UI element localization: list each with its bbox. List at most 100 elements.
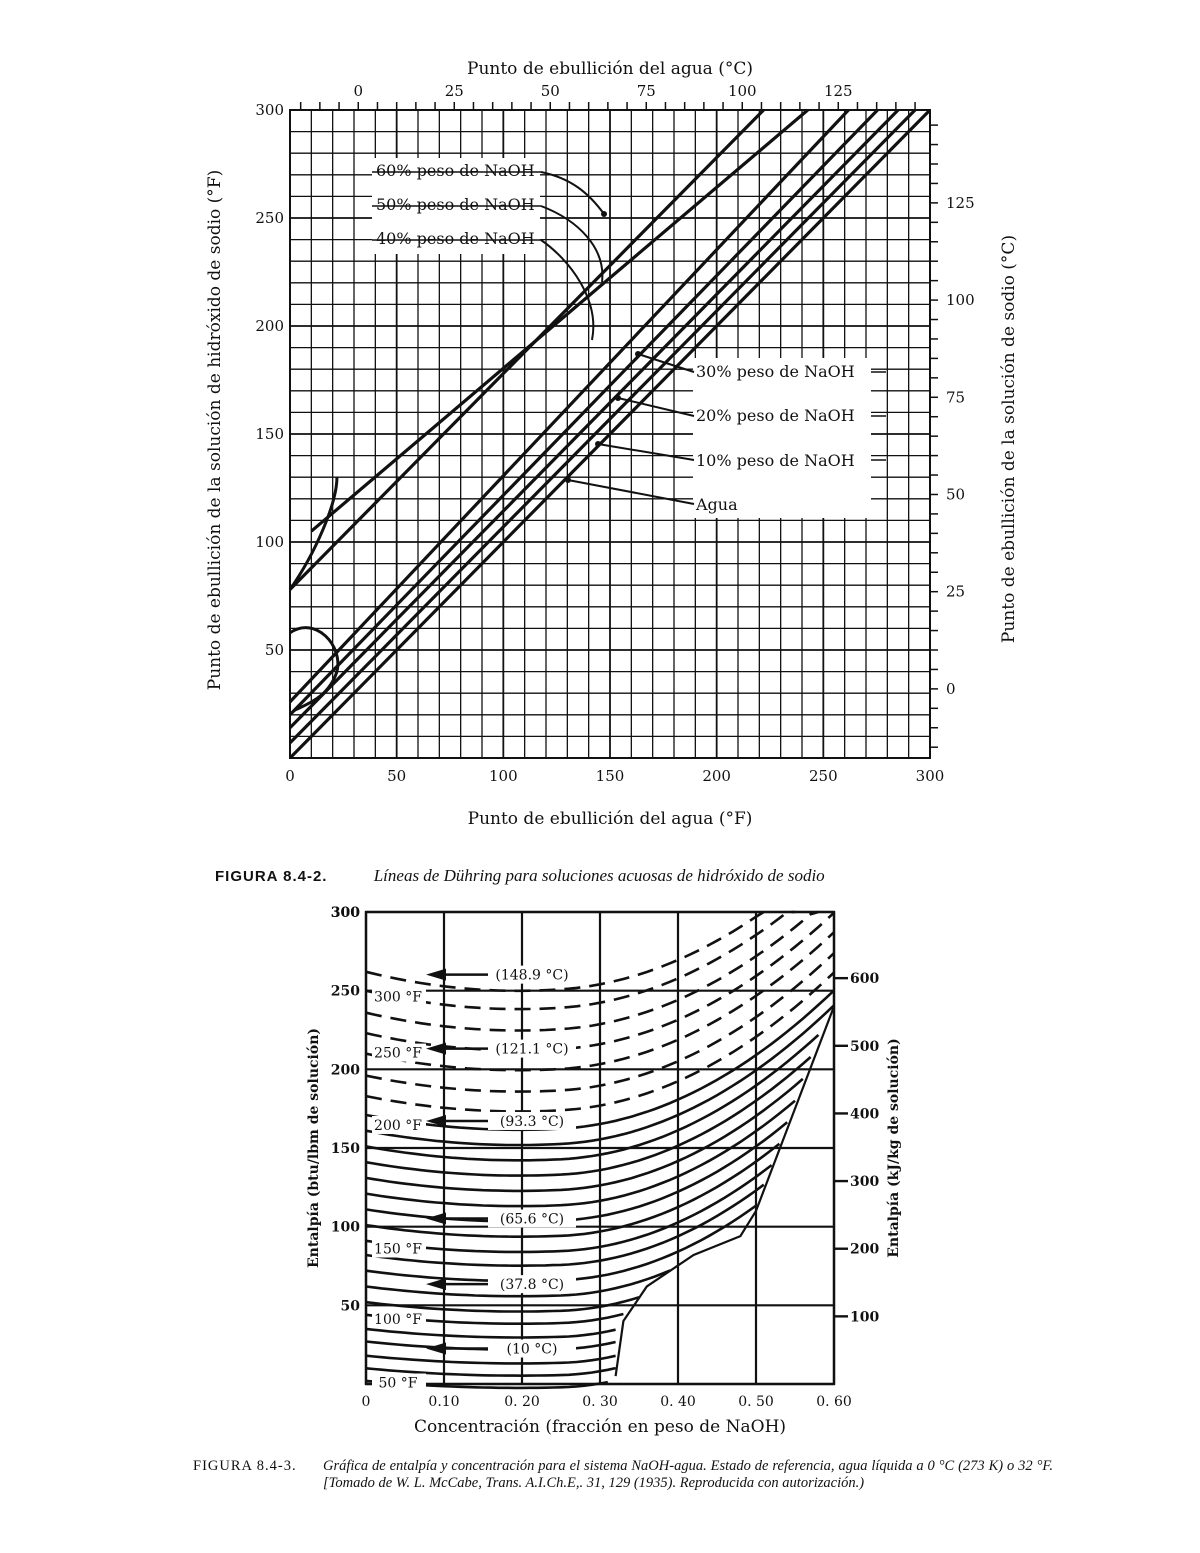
enthalpy-isotherm-C-label: (65.6 °C) bbox=[500, 1211, 564, 1227]
duhring-leader-line bbox=[540, 205, 604, 283]
enthalpy-isotherm-F-label: 100 °F bbox=[374, 1312, 422, 1328]
enthalpy-isotherm-solid bbox=[365, 1366, 616, 1378]
enthalpy-label-arrowhead bbox=[426, 1278, 446, 1291]
enthalpy-isotherm-solid bbox=[365, 1142, 781, 1238]
enthalpy-right-tick-label: 100 bbox=[850, 1309, 879, 1325]
enthalpy-isotherm-F-label: 250 °F bbox=[374, 1046, 422, 1062]
duhring-line-agua bbox=[288, 108, 932, 760]
duhring-leader-arrow bbox=[565, 477, 571, 483]
enthalpy-y-tick-label: 100 bbox=[331, 1220, 360, 1236]
enthalpy-y-tick-label: 200 bbox=[331, 1062, 360, 1078]
enthalpy-label-arrowhead bbox=[426, 1042, 446, 1055]
duhring-series-label: 40% peso de NaOH bbox=[376, 229, 535, 248]
duhring-series-label: Agua bbox=[695, 495, 738, 514]
enthalpy-isotherm-F-label: 200 °F bbox=[374, 1118, 422, 1134]
duhring-right-tick-label: 125 bbox=[946, 194, 975, 212]
duhring-series-label: 50% peso de NaOH bbox=[376, 195, 535, 214]
enthalpy-isotherm-solid bbox=[365, 1056, 812, 1177]
duhring-top-tick-label: 100 bbox=[728, 82, 757, 100]
enthalpy-x-tick-label: 0. 20 bbox=[504, 1394, 540, 1410]
enthalpy-isotherm-F-label: 300 °F bbox=[374, 990, 422, 1006]
enthalpy-label-arrowhead bbox=[426, 968, 446, 981]
enthalpy-right-tick-label: 500 bbox=[850, 1039, 879, 1055]
enthalpy-chart: 100 200 300 400 500 600 300 °F (148.9 °C) 250 °F… bbox=[306, 905, 902, 1437]
duhring-series-label: 30% peso de NaOH bbox=[696, 362, 855, 381]
enthalpy-isotherm-solid bbox=[365, 1327, 616, 1339]
duhring-x-tick-label: 50 bbox=[387, 767, 406, 785]
enthalpy-label-bg bbox=[372, 1373, 426, 1392]
enthalpy-frame bbox=[364, 910, 836, 1386]
duhring-y-tick-label: 100 bbox=[255, 533, 284, 551]
duhring-line-50pct bbox=[310, 108, 809, 533]
duhring-leader-line bbox=[567, 479, 695, 505]
enthalpy-right-tick-label: 600 bbox=[850, 971, 879, 987]
enthalpy-isotherm-solid bbox=[365, 1296, 640, 1313]
enthalpy-x-tick-label: 0.10 bbox=[428, 1394, 459, 1410]
figure-8-4-2-label: FIGURA 8.4-2. bbox=[215, 868, 328, 885]
enthalpy-label-bg bbox=[372, 1043, 426, 1062]
enthalpy-x-tick-label: 0. 60 bbox=[816, 1394, 852, 1410]
enthalpy-label-bg bbox=[488, 1209, 576, 1228]
figure-8-4-2-text: Líneas de Dühring para soluciones acuosa… bbox=[373, 866, 825, 885]
duhring-line-50pct-curve bbox=[288, 477, 339, 591]
duhring-leader-line bbox=[540, 239, 595, 341]
duhring-x-tick-label: 250 bbox=[809, 767, 838, 785]
enthalpy-y-tick-label: 300 bbox=[331, 905, 360, 921]
figure-8-4-3-label: FIGURA 8.4-3. bbox=[193, 1458, 297, 1474]
enthalpy-label-arrowhead bbox=[426, 1342, 446, 1355]
enthalpy-label-bg bbox=[488, 1111, 576, 1130]
duhring-series-label: 60% peso de NaOH bbox=[376, 161, 535, 180]
enthalpy-x-tick-label: 0. 50 bbox=[738, 1394, 774, 1410]
enthalpy-x-tick-label: 0. 40 bbox=[660, 1394, 696, 1410]
duhring-y-tick-label: 250 bbox=[255, 209, 284, 227]
duhring-x-tick-label: 300 bbox=[916, 767, 945, 785]
duhring-top-tick-label: 125 bbox=[824, 82, 853, 100]
enthalpy-label-bg bbox=[488, 1275, 576, 1294]
duhring-x-tick-label: 0 bbox=[285, 767, 295, 785]
duhring-leader-line bbox=[597, 443, 695, 461]
enthalpy-isotherm-C-label: (93.3 °C) bbox=[500, 1114, 564, 1130]
enthalpy-right-tick-label: 300 bbox=[850, 1174, 879, 1190]
enthalpy-y-tick-label: 300 bbox=[331, 905, 360, 921]
duhring-chart: 60% peso de NaOH 50% peso de NaOH 40% peso… bbox=[205, 59, 1019, 829]
duhring-leader-line bbox=[637, 353, 695, 373]
duhring-x-tick-label: 150 bbox=[596, 767, 625, 785]
duhring-top-tick-label: 75 bbox=[637, 82, 656, 100]
duhring-line-low-curve bbox=[289, 626, 340, 712]
duhring-line-20pct bbox=[288, 108, 900, 729]
enthalpy-isotherm-C-label: (10 °C) bbox=[507, 1342, 558, 1358]
duhring-y-axis-title: Punto de ebullición de la solución de hi… bbox=[205, 170, 225, 690]
duhring-series-label: 10% peso de NaOH bbox=[696, 451, 855, 470]
duhring-x-axis-title: Punto de ebullición del agua (°F) bbox=[468, 809, 753, 829]
duhring-leader-arrow bbox=[601, 211, 607, 217]
enthalpy-isotherm-solid bbox=[365, 1099, 796, 1208]
enthalpy-label-bg bbox=[372, 1239, 426, 1258]
duhring-y-tick-label: 50 bbox=[265, 641, 284, 659]
enthalpy-isotherm-F-label: 150 °F bbox=[374, 1241, 422, 1257]
enthalpy-right-tick-label: 400 bbox=[850, 1106, 879, 1122]
enthalpy-label-bg bbox=[372, 1115, 426, 1134]
enthalpy-isotherm-C-label: (148.9 °C) bbox=[495, 968, 568, 984]
duhring-series-label: 20% peso de NaOH bbox=[696, 406, 855, 425]
duhring-y-tick-label: 150 bbox=[255, 425, 284, 443]
enthalpy-y-tick-label: 50 bbox=[341, 1298, 361, 1314]
duhring-line-10pct bbox=[288, 108, 917, 745]
duhring-y-tick-label: 300 bbox=[255, 101, 284, 119]
enthalpy-isotherm-dashed bbox=[365, 910, 819, 1032]
enthalpy-x-tick-label: 0. 30 bbox=[582, 1394, 618, 1410]
duhring-right-tick-label: 25 bbox=[946, 583, 965, 601]
figure-8-4-3-text: Gráfica de entalpía y concentración para… bbox=[323, 1458, 1053, 1491]
enthalpy-label-bg bbox=[488, 965, 576, 984]
enthalpy-isotherm-solid bbox=[365, 1033, 820, 1162]
enthalpy-label-bg bbox=[372, 1310, 426, 1329]
enthalpy-isotherm-dashed bbox=[365, 910, 796, 1011]
enthalpy-saturation-boundary bbox=[614, 1006, 836, 1377]
duhring-leader-arrow bbox=[595, 441, 601, 447]
enthalpy-isotherm-solid bbox=[365, 1269, 671, 1298]
duhring-top-tick-label: 0 bbox=[353, 82, 363, 100]
duhring-leader-arrow bbox=[635, 351, 641, 357]
duhring-right-tick-label: 75 bbox=[946, 388, 965, 406]
enthalpy-label-arrowhead bbox=[426, 1212, 446, 1225]
figure-8-4-2-caption: FIGURA 8.4-2. Líneas de Dühring para sol… bbox=[215, 866, 825, 886]
